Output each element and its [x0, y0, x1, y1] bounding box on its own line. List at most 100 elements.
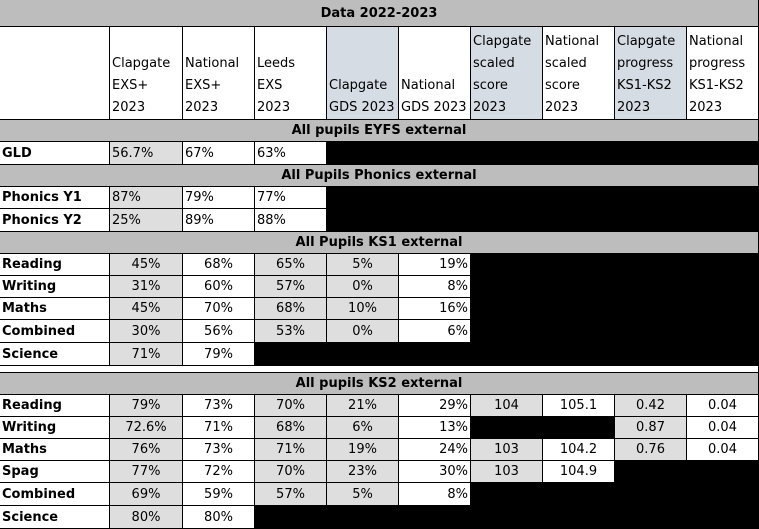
column-header-line: GDS 2023	[401, 100, 467, 115]
blank-cell	[327, 343, 399, 366]
section-band: All pupils KS2 external	[0, 373, 759, 395]
row-label: Phonics Y1	[0, 187, 110, 209]
data-cell: 77%	[110, 461, 183, 483]
blank-cell	[543, 483, 615, 506]
data-cell: 0.04	[687, 395, 759, 417]
blank-cell	[471, 209, 543, 232]
column-header-line: EXS	[257, 78, 283, 93]
data-cell: 23%	[327, 461, 399, 483]
data-cell: 103	[471, 439, 543, 461]
row-label: Writing	[0, 417, 110, 439]
data-cell: 104.9	[543, 461, 615, 483]
column-header-line: Clapgate	[329, 78, 388, 93]
column-header: National scaled score 2023	[543, 27, 615, 120]
row-label: Phonics Y2	[0, 209, 110, 232]
data-cell: 45%	[110, 298, 183, 320]
column-header-line: National	[185, 56, 240, 71]
data-cell: 79%	[183, 187, 255, 209]
data-cell: 71%	[110, 343, 183, 366]
data-cell: 24%	[399, 439, 471, 461]
row-label: Spag	[0, 461, 110, 483]
data-cell: 68%	[255, 417, 327, 439]
data-cell: 8%	[399, 483, 471, 506]
data-cell: 53%	[255, 320, 327, 343]
blank-cell	[471, 343, 543, 366]
data-cell: 65%	[255, 254, 327, 276]
blank-cell	[543, 209, 615, 232]
data-cell: 45%	[110, 254, 183, 276]
blank-cell	[687, 320, 759, 343]
blank-cell	[327, 209, 399, 232]
section-band: All pupils EYFS external	[0, 120, 759, 142]
data-cell: 19%	[399, 254, 471, 276]
column-header-line: score	[545, 78, 580, 93]
blank-cell	[543, 276, 615, 298]
column-header-line: progress	[617, 56, 674, 71]
data-cell: 70%	[183, 298, 255, 320]
column-header: Clapgate EXS+ 2023	[110, 27, 183, 120]
blank-cell	[255, 343, 327, 366]
data-cell: 30%	[399, 461, 471, 483]
spacer-row	[0, 366, 759, 373]
blank-cell	[615, 142, 687, 165]
blank-cell	[543, 254, 615, 276]
blank-cell	[687, 298, 759, 320]
data-cell: 16%	[399, 298, 471, 320]
data-cell: 87%	[110, 187, 183, 209]
blank-cell	[615, 320, 687, 343]
data-cell: 13%	[399, 417, 471, 439]
data-cell: 104.2	[543, 439, 615, 461]
data-cell: 79%	[110, 395, 183, 417]
section-band: All Pupils Phonics external	[0, 165, 759, 187]
data-cell: 57%	[255, 483, 327, 506]
blank-cell	[543, 298, 615, 320]
column-header-line: Clapgate	[617, 34, 676, 49]
data-cell: 10%	[327, 298, 399, 320]
blank-cell	[615, 254, 687, 276]
column-header-line: National	[689, 34, 744, 49]
column-header-line: EXS+	[112, 78, 149, 93]
blank-cell	[399, 187, 471, 209]
data-cell: 59%	[183, 483, 255, 506]
data-cell: 71%	[255, 439, 327, 461]
data-cell: 30%	[110, 320, 183, 343]
row-label: GLD	[0, 142, 110, 165]
blank-cell	[687, 483, 759, 506]
column-header: National GDS 2023	[399, 27, 471, 120]
column-header: National progress KS1-KS2 2023	[687, 27, 759, 120]
data-cell: 67%	[183, 142, 255, 165]
blank-cell	[543, 187, 615, 209]
data-cell: 105.1	[543, 395, 615, 417]
column-header-line: EXS+	[185, 78, 222, 93]
column-header: Clapgate GDS 2023	[327, 27, 399, 120]
column-header-line: score	[473, 78, 508, 93]
column-header-line: 2023	[689, 100, 723, 115]
data-cell: 68%	[183, 254, 255, 276]
blank-cell	[615, 187, 687, 209]
blank-cell	[399, 142, 471, 165]
column-header-line: scaled	[473, 56, 515, 71]
blank-cell	[543, 417, 615, 439]
data-cell: 0%	[327, 276, 399, 298]
blank-cell	[687, 461, 759, 483]
data-cell: 0%	[327, 320, 399, 343]
data-cell: 60%	[183, 276, 255, 298]
data-cell: 68%	[255, 298, 327, 320]
row-label: Maths	[0, 439, 110, 461]
column-header-line: 2023	[257, 100, 291, 115]
column-header-line: National	[401, 78, 456, 93]
blank-cell	[471, 142, 543, 165]
data-cell: 56%	[183, 320, 255, 343]
data-cell: 70%	[255, 461, 327, 483]
data-cell: 70%	[255, 395, 327, 417]
column-header-line: Leeds	[257, 56, 296, 71]
column-header-line: KS1-KS2	[617, 78, 672, 93]
section-band: All Pupils KS1 external	[0, 232, 759, 254]
data-cell: 5%	[327, 483, 399, 506]
data-cell: 71%	[183, 417, 255, 439]
blank-cell	[327, 506, 399, 529]
data-cell: 80%	[183, 506, 255, 529]
row-label: Science	[0, 506, 110, 529]
blank-cell	[687, 209, 759, 232]
data-cell: 6%	[399, 320, 471, 343]
